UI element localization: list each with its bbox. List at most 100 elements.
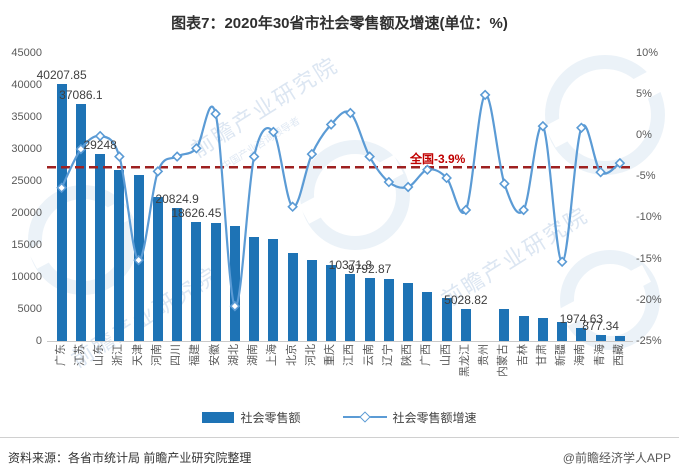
x-axis-line <box>47 341 633 342</box>
bar-上海 <box>268 238 279 341</box>
x-axis-label-江西: 江西 <box>343 344 356 366</box>
bar-辽宁 <box>383 279 394 341</box>
line-marker-天津 <box>133 254 144 266</box>
bar-浙江 <box>114 170 125 341</box>
percent-axis-tick-label: 5% <box>636 88 652 101</box>
x-axis-label-湖北: 湖北 <box>227 344 240 366</box>
line-marker-北京 <box>287 201 298 213</box>
line-marker-浙江 <box>114 151 125 162</box>
bar-series-swatch <box>202 411 235 423</box>
data-label: 18626.45 <box>171 205 222 220</box>
data-label: 10371.8 <box>328 258 373 273</box>
bar-山西 <box>441 297 452 341</box>
brand-note: @前瞻经济学人APP <box>562 451 671 465</box>
bar-重庆 <box>326 265 337 341</box>
bar-湖南 <box>249 236 260 341</box>
line-marker-河南 <box>152 166 164 177</box>
data-label: 37086.1 <box>59 87 103 102</box>
percent-axis-tick-label: 0% <box>636 129 652 142</box>
x-axis-label-上海: 上海 <box>266 344 279 366</box>
x-axis-label-重庆: 重庆 <box>324 344 337 366</box>
x-axis-label-辽宁: 辽宁 <box>381 344 394 366</box>
line-marker-四川 <box>171 151 183 162</box>
y-axis-tick-label: 20000 <box>11 206 42 219</box>
line-marker-广东 <box>56 182 67 194</box>
y-axis-tick-label: 40000 <box>11 78 42 91</box>
bar-广东 <box>56 83 67 341</box>
y-axis-tick-label: 25000 <box>11 174 42 187</box>
line-marker-广西 <box>422 164 433 176</box>
percent-axis-tick-label: -25% <box>636 334 662 347</box>
y-axis-tick-label: 35000 <box>11 110 42 123</box>
x-axis-label-海南: 海南 <box>574 344 587 366</box>
bar-河北 <box>306 260 317 341</box>
line-marker-河北 <box>306 148 318 160</box>
line-series-label: 社会零售额增速 <box>392 410 477 425</box>
x-axis-label-浙江: 浙江 <box>112 344 125 366</box>
data-label: 20824.9 <box>155 191 199 206</box>
x-axis-label-湖南: 湖南 <box>247 344 260 366</box>
bar-新疆 <box>557 322 568 341</box>
x-axis-label-四川: 四川 <box>170 344 183 366</box>
line-marker-辽宁 <box>383 176 395 188</box>
bar-福建 <box>191 221 202 341</box>
line-marker-黑龙江 <box>460 204 472 216</box>
x-axis-label-江苏: 江苏 <box>73 344 86 366</box>
bar-内蒙古 <box>499 308 510 341</box>
legend-item-line: 社会零售额增速 <box>342 409 477 426</box>
x-axis-label-贵州: 贵州 <box>478 344 491 366</box>
line-marker-安徽 <box>210 108 221 120</box>
x-axis-label-陕西: 陕西 <box>401 344 414 366</box>
bar-湖北 <box>229 225 240 341</box>
x-axis-label-广东: 广东 <box>54 344 67 366</box>
x-axis-label-甘肃: 甘肃 <box>535 344 548 366</box>
line-marker-山西 <box>441 172 452 184</box>
line-marker-福建 <box>191 143 202 154</box>
bar-青海 <box>595 335 606 341</box>
x-axis-label-新疆: 新疆 <box>555 344 568 366</box>
data-label: 877.34 <box>582 319 619 334</box>
data-label: 1974.63 <box>559 312 604 327</box>
bar-series-label: 社会零售额 <box>240 410 301 425</box>
x-axis-label-广西: 广西 <box>420 344 433 366</box>
line-marker-云南 <box>364 151 375 162</box>
line-marker-西藏 <box>614 157 626 169</box>
percent-axis-tick-label: -15% <box>636 252 662 265</box>
x-axis-label-吉林: 吉林 <box>516 344 529 366</box>
bar-甘肃 <box>537 318 548 341</box>
line-marker-湖南 <box>248 151 260 162</box>
y-axis-tick-label: 0 <box>35 334 42 347</box>
line-marker-贵州 <box>479 89 491 101</box>
y-axis-tick-label: 15000 <box>11 238 42 251</box>
bar-山东 <box>95 153 106 341</box>
bar-四川 <box>172 207 183 341</box>
data-label: 5028.82 <box>444 292 488 307</box>
footer: 资料来源：各省市统计局 前瞻产业研究院整理 @前瞻经济学人APP <box>0 437 679 474</box>
percent-axis-tick-label: -20% <box>636 293 662 306</box>
line-marker-海南 <box>576 122 587 134</box>
bar-河南 <box>152 196 163 341</box>
bar-陕西 <box>403 283 414 341</box>
line-marker-江苏 <box>75 143 87 155</box>
bar-海南 <box>576 328 587 341</box>
line-marker-甘肃 <box>537 120 549 132</box>
percent-axis-tick-label: -5% <box>636 170 656 183</box>
percent-axis-tick-label: -10% <box>636 211 662 224</box>
bar-云南 <box>364 278 375 341</box>
line-marker-青海 <box>595 166 606 178</box>
data-label: 9792.87 <box>347 262 392 277</box>
bar-黑龙江 <box>460 308 471 341</box>
line-marker-湖北 <box>229 300 241 312</box>
x-axis-label-云南: 云南 <box>362 344 375 366</box>
x-axis-label-天津: 天津 <box>131 344 144 366</box>
x-axis-label-福建: 福建 <box>189 344 202 366</box>
line-marker-重庆 <box>325 119 337 130</box>
percent-axis-tick-label: 10% <box>636 47 659 59</box>
x-axis-label-河南: 河南 <box>150 344 163 366</box>
x-axis-label-内蒙古: 内蒙古 <box>497 344 510 377</box>
line-marker-吉林 <box>518 204 529 216</box>
legend: 社会零售额 社会零售额增速 <box>0 406 679 428</box>
line-marker-内蒙古 <box>499 178 510 190</box>
